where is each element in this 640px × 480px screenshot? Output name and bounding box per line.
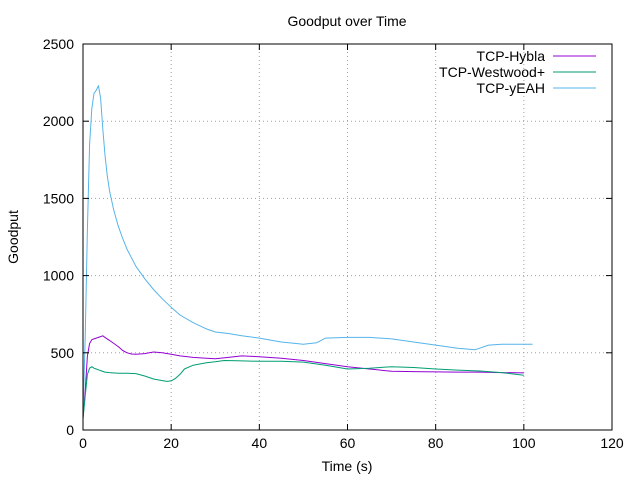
grid-lines	[83, 44, 612, 430]
legend-label-tcp-hybla: TCP-Hybla	[477, 48, 546, 64]
chart-title: Goodput over Time	[287, 13, 406, 29]
legend-label-tcp-yeah: TCP-yEAH	[477, 80, 545, 96]
x-tick-label: 100	[512, 435, 536, 451]
series-line-tcp-westwood	[82, 360, 524, 420]
series-lines	[82, 85, 533, 420]
x-axis-label: Time (s)	[322, 458, 373, 474]
y-axis-label: Goodput	[5, 210, 21, 264]
y-tick-label: 2500	[43, 36, 74, 52]
series-line-tcp-hybla	[82, 335, 524, 418]
x-tick-label: 120	[600, 435, 624, 451]
series-line-tcp-yeah	[82, 85, 533, 415]
y-tick-label: 0	[66, 422, 74, 438]
x-tick-label: 40	[252, 435, 268, 451]
legend-label-tcp-westwood: TCP-Westwood+	[439, 64, 545, 80]
x-tick-label: 20	[163, 435, 179, 451]
x-tick-label: 0	[79, 435, 87, 451]
y-tick-label: 1500	[43, 190, 74, 206]
y-tick-label: 1000	[43, 268, 74, 284]
x-tick-label: 60	[340, 435, 356, 451]
x-tick-label: 80	[428, 435, 444, 451]
y-tick-label: 2000	[43, 113, 74, 129]
axis-ticks: 0 20 40 60 80 100 120 0 500 1000 1500 2000 2500	[43, 36, 624, 451]
y-tick-label: 500	[51, 345, 75, 361]
